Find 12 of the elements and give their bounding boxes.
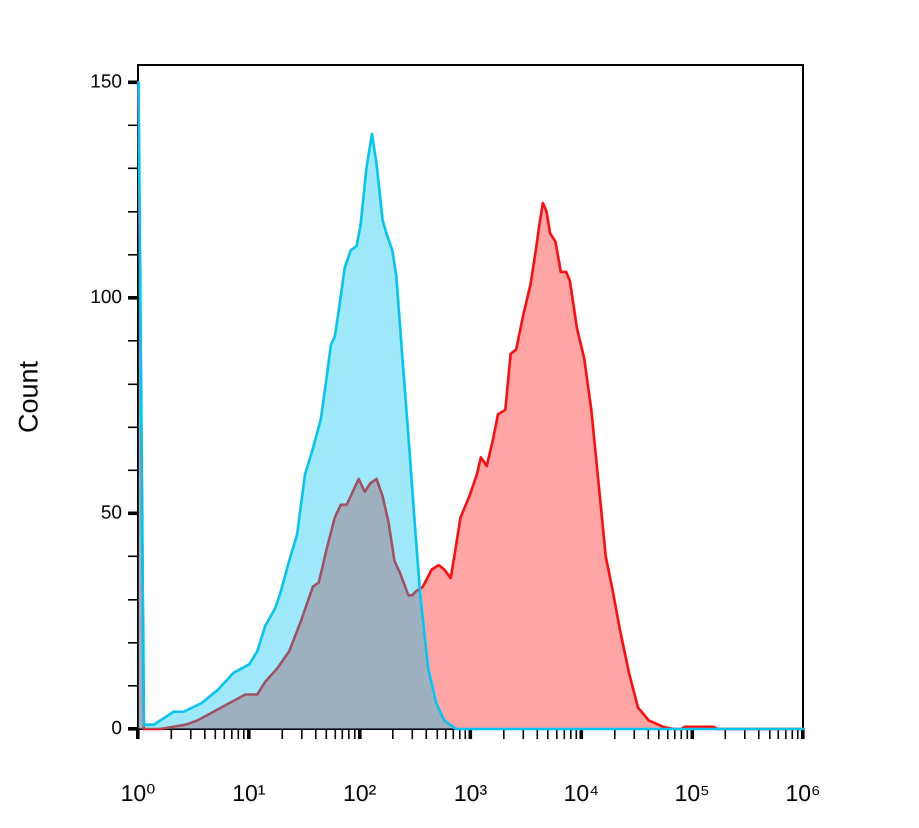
y-tick-label: 50 [100,502,122,524]
x-tick-label: 10⁴ [564,780,600,806]
x-tick-label: 10⁰ [120,780,156,806]
x-tick-label: 10³ [454,780,488,806]
y-tick-label: 100 [90,287,122,308]
y-axis-title: Count [14,360,44,434]
x-tick-label: 10¹ [232,780,266,806]
y-tick-label: 150 [90,71,122,92]
y-tick-label: 0 [111,718,122,740]
x-tick-label: 10² [343,780,377,806]
x-tick-label: 10⁶ [785,780,821,806]
x-tick-label: 10⁵ [674,780,710,806]
